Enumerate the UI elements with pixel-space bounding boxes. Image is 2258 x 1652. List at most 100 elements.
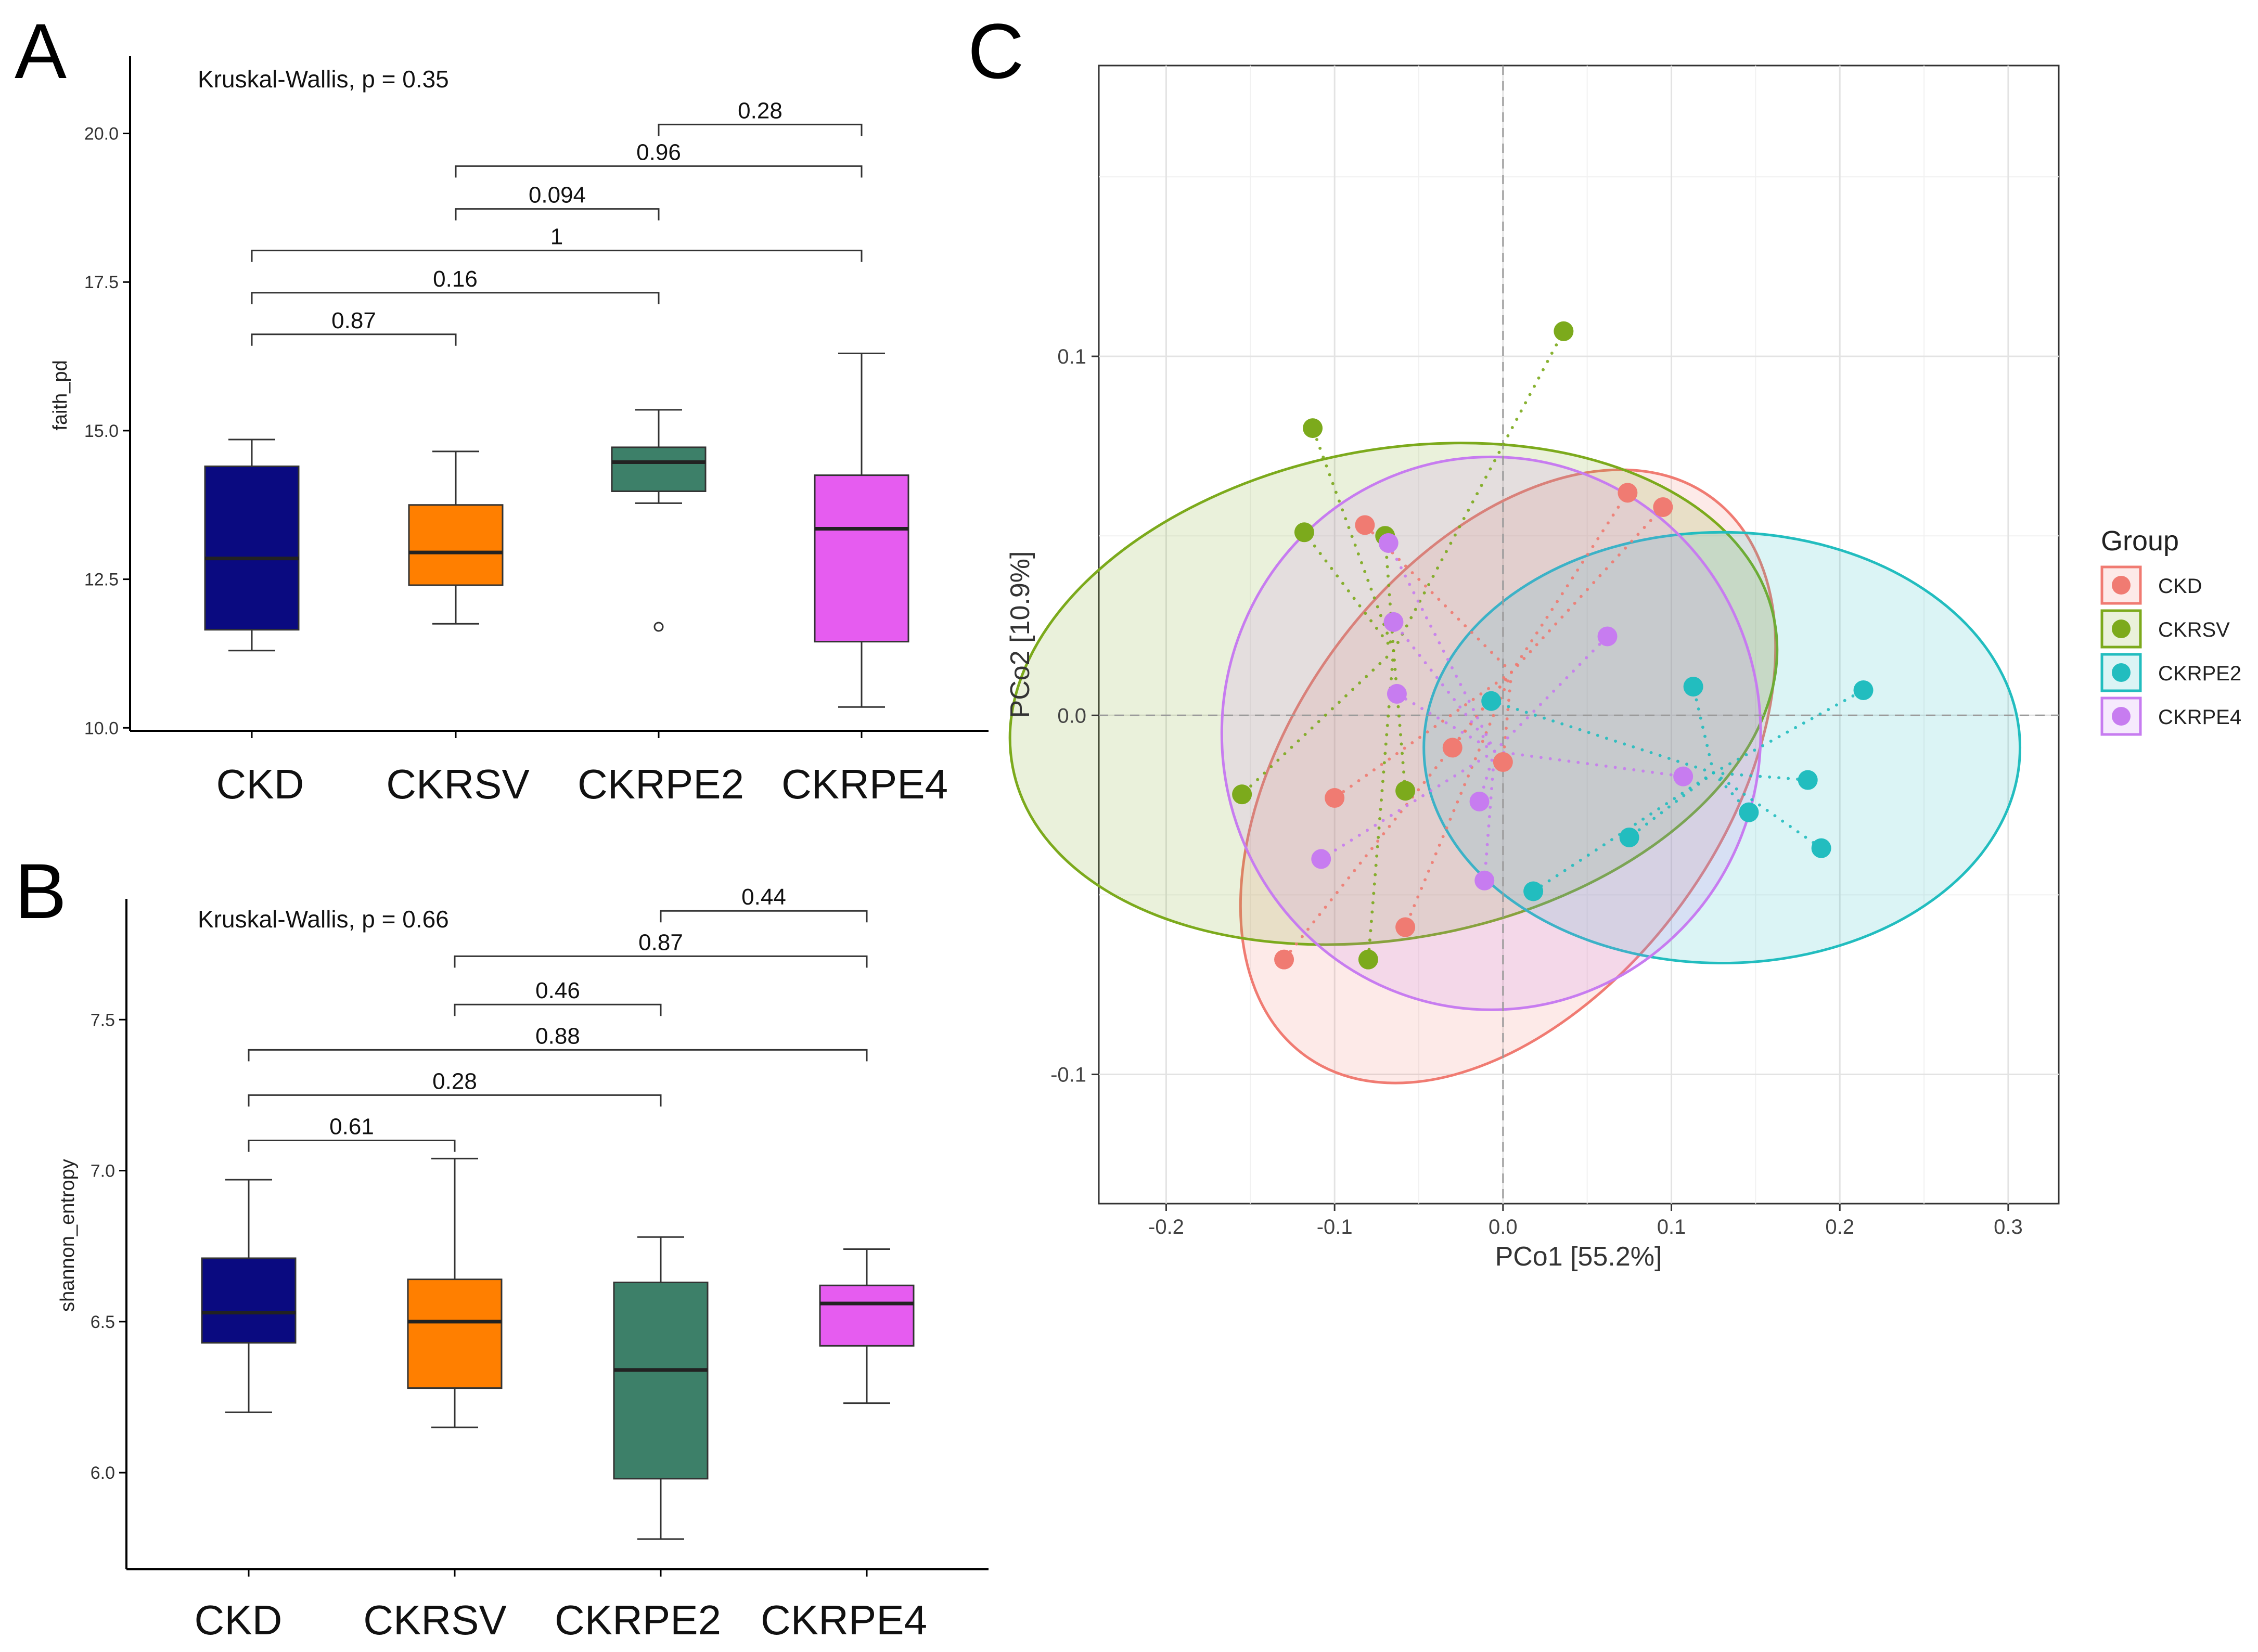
- point-ckd: [1653, 497, 1673, 517]
- panel-b-y-axis-label: shannon_entropy: [57, 1159, 79, 1312]
- point-ckrsv: [1554, 321, 1574, 341]
- y-tick-label: 6.0: [91, 1463, 115, 1483]
- box-ckrpe2: [613, 1281, 709, 1480]
- y-tick-label: 7.5: [91, 1010, 115, 1030]
- x-tick-label: CKRSV: [386, 761, 530, 807]
- point-ckrsv: [1294, 522, 1314, 543]
- point-ckrsv: [1232, 784, 1252, 805]
- panel-c-ticks: -0.2 -0.1 0.0 0.1 0.2 0.3 -0.1 0.0 0.1: [1050, 345, 2023, 1238]
- y-tick-label: -0.1: [1050, 1064, 1086, 1087]
- point-ckrpe4: [1383, 612, 1404, 632]
- point-ckrpe4: [1311, 849, 1331, 869]
- ellipse-ckrpe2: [1422, 531, 2022, 965]
- outlier-point: [653, 622, 664, 632]
- legend-marker: [2112, 620, 2131, 638]
- point-ckrpe4: [1673, 766, 1693, 786]
- comparison-bracket: [454, 1003, 662, 1016]
- y-tick-label: 7.0: [91, 1161, 115, 1181]
- comparison-p-value: 0.16: [433, 266, 478, 292]
- point-ckd: [1274, 949, 1294, 970]
- centroid-spoke: [1712, 688, 1865, 775]
- point-ckd: [1618, 483, 1638, 503]
- point-ckd: [1493, 752, 1513, 772]
- box-ckrsv: [407, 1279, 503, 1389]
- panel-c-x-axis-label: PCo1 [55.2%]: [1495, 1242, 1662, 1272]
- centroid-spoke: [1501, 670, 1513, 764]
- panel-c-zero-lines: [1099, 66, 2059, 1204]
- comparison-p-value: 0.87: [638, 930, 683, 955]
- panel-c-grid: [1099, 66, 2059, 1204]
- box-ckd: [204, 465, 300, 631]
- panel-a-letter: A: [15, 7, 67, 95]
- panel-b-boxes: [201, 1157, 915, 1540]
- comparison-bracket: [455, 165, 863, 178]
- panel-a-y-ticks: 10.0 12.5 15.0 17.5 20.0: [84, 124, 130, 738]
- centroid-spoke: [1392, 620, 1496, 753]
- point-ckd: [1355, 515, 1375, 535]
- point-ckrpe2: [1619, 827, 1639, 847]
- centroid-spoke: [1395, 692, 1496, 753]
- comparison-p-value: 0.61: [329, 1114, 374, 1140]
- panel-a-boxplot: A Kruskal-Wallis, p = 0.35 faith_pd 10.0…: [15, 7, 989, 807]
- point-ckrpe4: [1387, 683, 1407, 704]
- y-tick-label: 20.0: [84, 124, 119, 144]
- y-tick-label: 15.0: [84, 421, 119, 441]
- panel-a-title: Kruskal-Wallis, p = 0.35: [198, 66, 449, 93]
- point-ckrpe2: [1811, 838, 1831, 858]
- legend-label: CKRPE4: [2158, 706, 2241, 729]
- centroid-spoke: [1712, 771, 1823, 850]
- x-tick-label: CKRPE2: [578, 761, 744, 807]
- centroid-spoke: [1532, 771, 1715, 893]
- comparison-p-value: 0.87: [331, 308, 376, 333]
- comparison-bracket: [251, 333, 457, 346]
- y-tick-label: 0.1: [1057, 345, 1086, 368]
- panel-b-significance-brackets: 0.44 0.87 0.46 0.88 0.28 0.61: [248, 884, 868, 1152]
- panel-c-letter: C: [968, 7, 1024, 95]
- centroid-spoke: [1493, 750, 1685, 778]
- x-tick-label: 0.1: [1657, 1216, 1686, 1238]
- box-ckrsv: [408, 504, 504, 586]
- point-ckrsv: [1358, 949, 1378, 970]
- legend-marker: [2112, 707, 2131, 726]
- panel-b-boxplot: B Kruskal-Wallis, p = 0.66 shannon_entro…: [15, 847, 989, 1643]
- panel-c-points: [1232, 321, 1874, 970]
- centroid-spoke: [1319, 750, 1496, 861]
- point-ckrpe4: [1378, 533, 1399, 553]
- x-tick-label: -0.1: [1317, 1216, 1353, 1238]
- x-tick-label: CKRPE4: [781, 761, 948, 807]
- point-ckd: [1395, 917, 1416, 937]
- legend-label: CKRSV: [2158, 618, 2230, 641]
- centroid-spoke: [1240, 649, 1395, 796]
- point-ckrpe2: [1798, 770, 1818, 790]
- legend-title: Group: [2101, 525, 2179, 557]
- box-ckrpe4: [819, 1284, 915, 1347]
- x-tick-label: 0.3: [1994, 1216, 2023, 1238]
- centroid-spoke: [1510, 491, 1630, 674]
- x-tick-label: 0.0: [1489, 1216, 1518, 1238]
- box-ckrpe4: [814, 474, 909, 643]
- centroid-spoke: [1712, 771, 1751, 814]
- centroid-spoke: [1311, 427, 1395, 653]
- comparison-bracket: [248, 1049, 868, 1062]
- centroid-spoke: [1490, 699, 1715, 775]
- comparison-bracket: [251, 250, 863, 262]
- point-ckrpe2: [1739, 802, 1759, 822]
- panel-b-y-ticks: 6.0 6.5 7.0 7.5: [91, 1010, 126, 1483]
- ellipse-ckrpe4: [1220, 455, 1762, 1011]
- panel-c-pcoa: C -0.2 -0.1 0.0 0.1 0.2 0.3 -0.1 0.0 0.1 PCo1 [5…: [968, 7, 2241, 1272]
- comparison-bracket: [251, 292, 660, 304]
- point-ckrpe2: [1481, 691, 1502, 711]
- x-tick-label: -0.2: [1148, 1216, 1184, 1238]
- point-ckrpe4: [1469, 791, 1490, 811]
- y-tick-label: 0.0: [1057, 704, 1086, 727]
- centroid-spoke: [1404, 670, 1513, 929]
- point-ckrsv: [1303, 418, 1323, 438]
- comparison-bracket: [454, 955, 868, 968]
- comparison-p-value: 0.094: [529, 183, 586, 208]
- y-tick-label: 17.5: [84, 273, 119, 292]
- x-tick-label: CKRPE4: [761, 1597, 927, 1643]
- y-tick-label: 6.5: [91, 1312, 115, 1332]
- comparison-p-value: 0.28: [738, 98, 782, 123]
- legend-marker: [2112, 663, 2131, 682]
